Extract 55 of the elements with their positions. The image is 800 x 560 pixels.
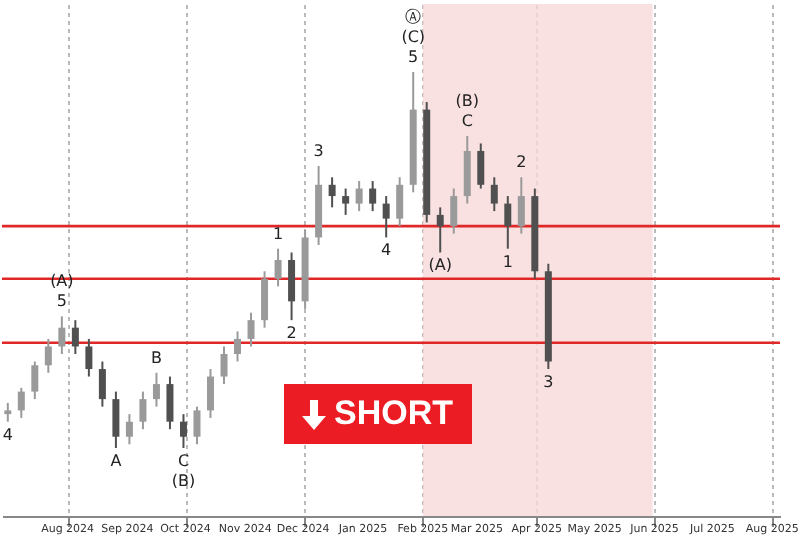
annotation: 2 [286,324,297,343]
annotation: 1 [502,252,513,271]
candlestick [477,142,485,190]
candlestick [139,390,147,431]
candlestick [382,195,390,239]
annotation: 3 [313,142,324,160]
candlestick [85,337,93,378]
candlestick [207,368,214,419]
candlestick [261,270,269,329]
candlestick [463,134,471,205]
annotation: (A) [428,256,452,275]
annotation: (C) [401,28,426,46]
annotation: C [461,111,474,130]
candlestick [396,176,404,228]
candlestick [44,337,52,374]
candlestick [247,311,255,348]
candlestick [436,206,444,254]
candlestick [274,247,282,288]
annotation: Ⓐ [405,8,422,26]
candlestick [152,371,160,408]
candlestick [58,315,66,355]
candlestick [98,360,106,408]
candlestick [490,176,498,213]
annotation: B [150,348,162,367]
annotation: 1 [272,224,284,243]
annotation: 4 [381,241,392,260]
candlestick [125,413,133,446]
candlestick [342,187,350,216]
annotation: C [177,452,190,470]
candlestick [234,330,242,363]
annotation: 5 [408,48,419,66]
annotation: 2 [516,153,527,172]
candlestick [71,319,79,355]
candlestick [288,251,296,322]
annotation: SHORT [334,394,453,434]
candlestick [31,360,39,401]
candlestick [369,180,377,213]
candlestick [4,401,12,423]
annotation: A [110,452,123,470]
candlestick [517,176,525,235]
candlestick [166,375,174,431]
candlestick [450,187,458,235]
candlestick [504,195,512,250]
candlestick [220,345,228,386]
annotation: (B) [455,91,479,110]
candlestick [112,390,120,449]
candlestick [17,386,25,419]
candlestick [193,405,201,446]
annotation: 5 [56,292,67,311]
annotation: 3 [543,373,554,392]
annotation: 4 [2,425,13,444]
candlestick [179,413,187,449]
candlestick [328,176,336,209]
candlestick [355,180,363,213]
annotation: (B) [171,472,196,490]
